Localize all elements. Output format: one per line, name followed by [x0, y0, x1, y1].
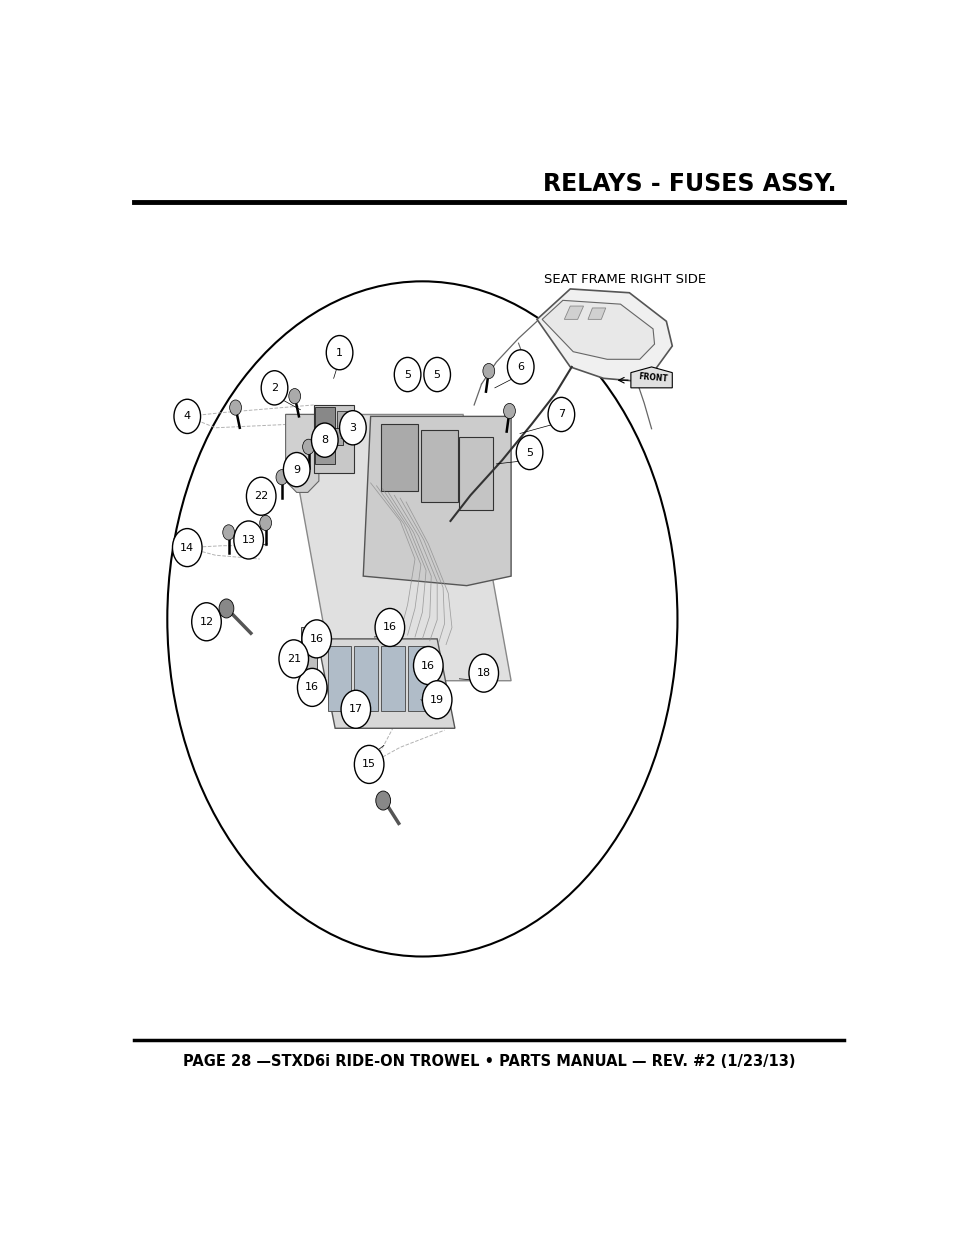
- Circle shape: [172, 529, 202, 567]
- Polygon shape: [587, 308, 605, 320]
- Polygon shape: [314, 437, 335, 464]
- Text: 16: 16: [382, 622, 396, 632]
- Bar: [322, 427, 343, 445]
- Text: 4: 4: [184, 411, 191, 421]
- Polygon shape: [314, 406, 335, 433]
- Text: 22: 22: [253, 492, 268, 501]
- Circle shape: [507, 350, 534, 384]
- Text: 5: 5: [404, 369, 411, 379]
- Circle shape: [423, 357, 450, 391]
- Circle shape: [469, 655, 498, 692]
- Circle shape: [422, 680, 452, 719]
- Text: 15: 15: [362, 760, 375, 769]
- Text: 6: 6: [517, 362, 523, 372]
- Text: 1: 1: [335, 348, 343, 358]
- Circle shape: [173, 399, 200, 433]
- Polygon shape: [317, 638, 455, 729]
- Circle shape: [246, 477, 275, 515]
- Text: 19: 19: [430, 695, 444, 705]
- Circle shape: [283, 452, 310, 487]
- Circle shape: [297, 668, 327, 706]
- Circle shape: [233, 521, 263, 559]
- Polygon shape: [630, 367, 672, 388]
- Text: 16: 16: [305, 683, 319, 693]
- Polygon shape: [564, 306, 583, 320]
- Circle shape: [259, 515, 272, 531]
- Circle shape: [301, 620, 331, 658]
- Polygon shape: [380, 646, 404, 711]
- Polygon shape: [541, 300, 654, 359]
- Circle shape: [375, 609, 404, 646]
- Circle shape: [230, 400, 241, 415]
- Text: 13: 13: [241, 535, 255, 545]
- Circle shape: [326, 336, 353, 369]
- Polygon shape: [363, 416, 511, 585]
- Text: 16: 16: [421, 661, 435, 671]
- Circle shape: [516, 436, 542, 469]
- Text: 21: 21: [286, 653, 300, 664]
- Text: 17: 17: [349, 704, 362, 714]
- Text: 12: 12: [199, 616, 213, 627]
- Circle shape: [311, 424, 337, 457]
- Circle shape: [394, 357, 420, 391]
- Circle shape: [278, 640, 308, 678]
- Text: 16: 16: [310, 634, 323, 643]
- Text: 8: 8: [321, 435, 328, 445]
- Polygon shape: [328, 646, 351, 711]
- Polygon shape: [537, 289, 672, 382]
- Circle shape: [261, 370, 288, 405]
- Circle shape: [547, 398, 574, 431]
- Text: 2: 2: [271, 383, 277, 393]
- Circle shape: [413, 646, 442, 684]
- Polygon shape: [420, 430, 457, 501]
- Polygon shape: [459, 437, 493, 510]
- Circle shape: [289, 389, 300, 404]
- Bar: [301, 627, 317, 676]
- Polygon shape: [285, 415, 318, 493]
- Text: 14: 14: [180, 542, 194, 552]
- Polygon shape: [354, 646, 377, 711]
- Circle shape: [275, 469, 288, 485]
- Circle shape: [302, 440, 314, 454]
- Circle shape: [339, 411, 366, 445]
- Circle shape: [354, 746, 383, 783]
- Polygon shape: [285, 415, 511, 680]
- Text: PAGE 28 —STXD6i RIDE-ON TROWEL • PARTS MANUAL — REV. #2 (1/23/13): PAGE 28 —STXD6i RIDE-ON TROWEL • PARTS M…: [182, 1053, 795, 1068]
- Polygon shape: [380, 424, 417, 490]
- Text: 5: 5: [525, 447, 533, 457]
- Text: 5: 5: [434, 369, 440, 379]
- Text: SEAT FRAME RIGHT SIDE: SEAT FRAME RIGHT SIDE: [544, 273, 706, 287]
- Text: 3: 3: [349, 422, 356, 432]
- Text: 9: 9: [293, 464, 300, 474]
- Text: 7: 7: [558, 410, 564, 420]
- Polygon shape: [337, 411, 352, 437]
- Circle shape: [222, 525, 234, 540]
- Text: 18: 18: [476, 668, 490, 678]
- Circle shape: [192, 603, 221, 641]
- Polygon shape: [407, 646, 428, 711]
- Text: FRONT: FRONT: [638, 372, 667, 383]
- Circle shape: [482, 363, 495, 379]
- Circle shape: [375, 792, 390, 810]
- Circle shape: [219, 599, 233, 618]
- Text: RELAYS - FUSES ASSY.: RELAYS - FUSES ASSY.: [542, 172, 836, 196]
- Polygon shape: [314, 405, 354, 473]
- Circle shape: [341, 690, 370, 729]
- Circle shape: [503, 404, 515, 419]
